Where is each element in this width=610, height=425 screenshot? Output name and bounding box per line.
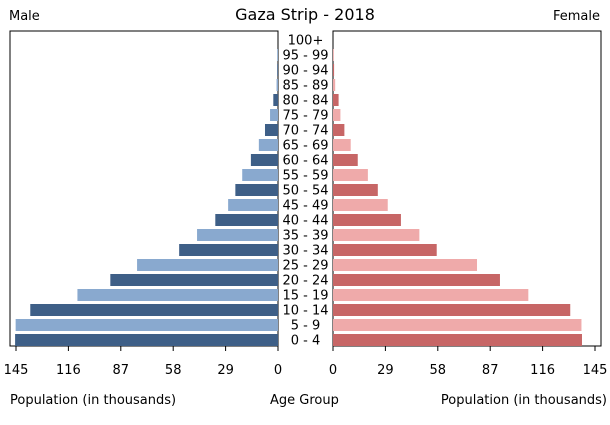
male-bar [277, 64, 278, 76]
male-bar [110, 274, 278, 286]
female-bar [333, 274, 500, 286]
age-group-label: 65 - 69 [282, 139, 328, 154]
age-group-label: 85 - 89 [282, 79, 328, 94]
male-bar [15, 319, 279, 331]
male-bar [137, 259, 278, 271]
female-bar [333, 259, 478, 271]
age-group-label: 100+ [288, 34, 324, 49]
male-bars [15, 49, 279, 346]
male-bar [250, 154, 278, 166]
female-bar [333, 64, 335, 76]
male-tick-label: 0 [274, 363, 282, 378]
male-tick-label: 116 [56, 363, 81, 378]
age-group-label: 35 - 39 [282, 229, 328, 244]
female-bar [333, 109, 341, 121]
male-tick-label: 29 [217, 363, 234, 378]
male-bar [30, 304, 279, 316]
male-axis-ticks: 0 29 58 87 116 145 [4, 346, 282, 378]
age-group-label: 5 - 9 [291, 319, 321, 334]
female-bar [333, 229, 420, 241]
male-bar [276, 79, 278, 91]
age-group-axis-label: Age Group [270, 393, 339, 408]
female-bar [333, 124, 345, 136]
age-group-label: 95 - 99 [282, 49, 328, 64]
male-bar [258, 139, 278, 151]
female-label: Female [552, 9, 600, 24]
male-bar [179, 244, 278, 256]
age-group-label: 55 - 59 [282, 169, 328, 184]
female-bar [333, 334, 582, 346]
male-bar [197, 229, 278, 241]
age-group-label: 70 - 74 [282, 124, 328, 139]
age-group-label: 20 - 24 [282, 274, 328, 289]
age-group-label: 15 - 19 [282, 289, 328, 304]
male-tick-label: 145 [4, 363, 29, 378]
female-tick-label: 145 [583, 363, 608, 378]
chart-title: Gaza Strip - 2018 [235, 5, 375, 24]
female-tick-label: 116 [530, 363, 555, 378]
male-bar [235, 184, 278, 196]
female-bar [333, 94, 339, 106]
age-group-label: 40 - 44 [282, 214, 328, 229]
age-group-label: 60 - 64 [282, 154, 328, 169]
male-bar [270, 109, 278, 121]
age-group-label: 10 - 14 [282, 304, 328, 319]
male-tick-label: 58 [165, 363, 182, 378]
male-bar [277, 49, 278, 61]
male-bar [264, 124, 278, 136]
age-group-label: 0 - 4 [291, 334, 321, 349]
male-label: Male [9, 9, 40, 24]
female-bar [333, 244, 437, 256]
female-bars [333, 49, 582, 346]
female-bar [333, 304, 571, 316]
male-bar [242, 169, 278, 181]
female-bar [333, 199, 388, 211]
female-bar [333, 289, 529, 301]
female-bar [333, 184, 378, 196]
female-axis-label: Population (in thousands) [440, 393, 607, 408]
female-bar [333, 49, 334, 61]
male-tick-label: 87 [113, 363, 130, 378]
age-group-label: 90 - 94 [282, 64, 328, 79]
male-bar [273, 94, 278, 106]
female-tick-label: 87 [482, 363, 499, 378]
female-axis-ticks: 0 29 58 87 116 145 [329, 346, 608, 378]
male-bar [15, 334, 278, 346]
male-bar [215, 214, 278, 226]
female-bar [333, 214, 401, 226]
female-bar [333, 79, 336, 91]
female-bar [333, 319, 582, 331]
male-axis-label: Population (in thousands) [10, 393, 177, 408]
male-bar [228, 199, 278, 211]
age-group-label: 45 - 49 [282, 199, 328, 214]
age-group-label: 75 - 79 [282, 109, 328, 124]
female-bar [333, 154, 358, 166]
female-tick-label: 0 [329, 363, 337, 378]
age-group-label: 30 - 34 [282, 244, 328, 259]
age-group-label: 80 - 84 [282, 94, 328, 109]
age-group-label: 25 - 29 [282, 259, 328, 274]
age-group-label: 50 - 54 [282, 184, 328, 199]
female-tick-label: 58 [430, 363, 447, 378]
male-bar [77, 289, 279, 301]
female-tick-label: 29 [377, 363, 394, 378]
female-bar [333, 139, 351, 151]
female-bar [333, 169, 368, 181]
